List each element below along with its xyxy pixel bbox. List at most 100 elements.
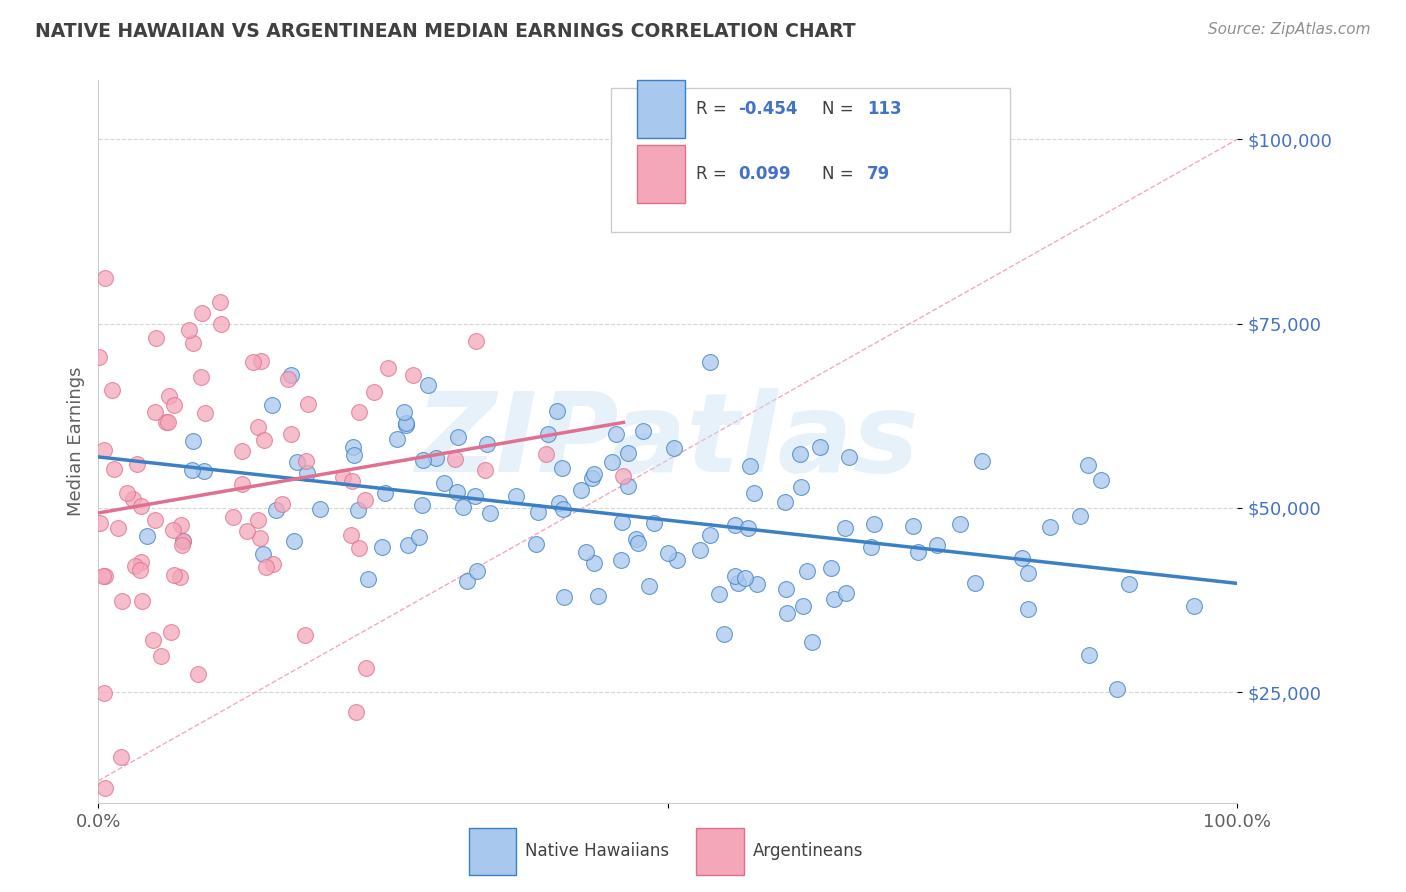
Point: [534, 447, 557, 461]
Point: [465, 334, 488, 348]
Point: [581, 471, 603, 485]
Point: [662, 441, 685, 455]
Point: [194, 406, 217, 420]
Point: [143, 512, 166, 526]
Point: [1039, 520, 1062, 534]
Point: [479, 506, 502, 520]
Point: [627, 536, 650, 550]
Point: [402, 368, 425, 382]
Point: [162, 524, 184, 538]
Point: [347, 503, 370, 517]
Point: [737, 521, 759, 535]
Point: [209, 318, 232, 332]
Point: [343, 448, 366, 462]
Point: [231, 476, 253, 491]
Point: [163, 398, 186, 412]
Point: [157, 389, 180, 403]
Text: ZIPatlas: ZIPatlas: [416, 388, 920, 495]
Point: [353, 493, 375, 508]
Point: [553, 502, 575, 516]
Text: NATIVE HAWAIIAN VS ARGENTINEAN MEDIAN EARNINGS CORRELATION CHART: NATIVE HAWAIIAN VS ARGENTINEAN MEDIAN EA…: [35, 22, 856, 41]
Point: [808, 440, 831, 454]
Point: [724, 569, 747, 583]
Point: [451, 500, 474, 514]
Point: [600, 455, 623, 469]
Point: [433, 476, 456, 491]
Point: [1078, 648, 1101, 663]
Point: [927, 538, 949, 552]
Point: [626, 533, 648, 547]
Point: [392, 405, 415, 419]
Point: [181, 434, 204, 448]
Point: [970, 454, 993, 468]
Point: [1105, 682, 1128, 697]
Point: [838, 450, 860, 465]
Point: [582, 467, 605, 481]
Text: N =: N =: [821, 165, 859, 183]
Point: [789, 480, 811, 494]
Point: [236, 524, 259, 538]
Point: [1069, 508, 1091, 523]
Point: [277, 372, 299, 386]
Point: [354, 661, 377, 675]
Point: [93, 443, 115, 458]
Point: [145, 330, 167, 344]
Point: [1077, 458, 1099, 472]
Point: [464, 489, 486, 503]
Point: [193, 464, 215, 478]
Text: 0.099: 0.099: [738, 165, 792, 183]
Point: [283, 534, 305, 549]
Point: [863, 517, 886, 532]
Point: [122, 492, 145, 507]
Point: [412, 453, 434, 467]
Text: R =: R =: [696, 100, 733, 118]
Point: [297, 397, 319, 411]
Point: [107, 521, 129, 535]
Point: [734, 571, 756, 585]
Point: [575, 545, 598, 559]
Point: [395, 416, 418, 430]
Point: [254, 560, 277, 574]
Point: [253, 433, 276, 447]
Point: [903, 518, 925, 533]
Point: [395, 418, 418, 433]
Point: [612, 515, 634, 529]
Point: [172, 533, 194, 548]
Point: [447, 430, 470, 444]
Point: [357, 572, 380, 586]
Point: [965, 576, 987, 591]
Point: [446, 484, 468, 499]
FancyBboxPatch shape: [468, 828, 516, 875]
Point: [181, 463, 204, 477]
Point: [187, 667, 209, 681]
Point: [110, 750, 132, 764]
Point: [89, 516, 111, 530]
Point: [294, 454, 316, 468]
Point: [689, 543, 711, 558]
Point: [170, 517, 193, 532]
Point: [340, 474, 363, 488]
Point: [505, 489, 527, 503]
Point: [792, 599, 814, 614]
Point: [475, 436, 498, 450]
Point: [363, 385, 385, 400]
Point: [332, 470, 354, 484]
Point: [610, 553, 633, 567]
Point: [264, 503, 287, 517]
Point: [616, 446, 638, 460]
Point: [408, 530, 430, 544]
Point: [707, 587, 730, 601]
Point: [569, 483, 592, 498]
Point: [425, 450, 447, 465]
Point: [160, 624, 183, 639]
Point: [546, 403, 568, 417]
Point: [124, 559, 146, 574]
Point: [93, 271, 115, 285]
Y-axis label: Median Earnings: Median Earnings: [66, 367, 84, 516]
FancyBboxPatch shape: [696, 828, 744, 875]
Point: [135, 528, 157, 542]
Point: [465, 564, 488, 578]
Point: [1182, 599, 1205, 613]
Point: [347, 541, 370, 555]
Text: N =: N =: [821, 100, 859, 118]
